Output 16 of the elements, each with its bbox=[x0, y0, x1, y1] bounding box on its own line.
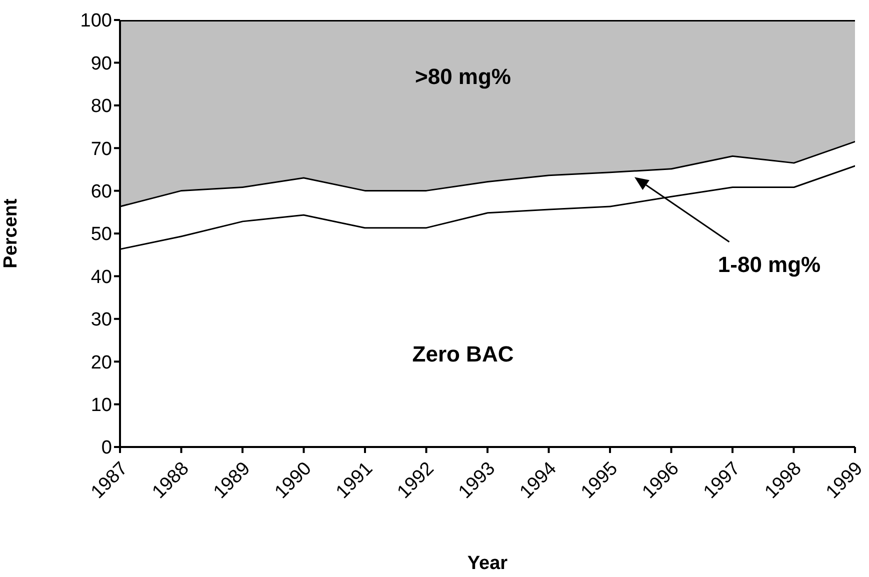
series-label: >80 mg% bbox=[415, 64, 511, 90]
y-tick-label: 60 bbox=[90, 182, 112, 203]
series-label: Zero BAC bbox=[412, 342, 514, 367]
y-tick-label: 10 bbox=[90, 395, 112, 416]
x-axis-title: Year bbox=[467, 553, 508, 574]
y-tick-label: 40 bbox=[90, 266, 112, 288]
y-tick-label: 70 bbox=[90, 138, 112, 160]
y-tick-label: 50 bbox=[90, 224, 112, 246]
y-tick-label: 80 bbox=[90, 96, 112, 118]
y-tick-label: 0 bbox=[101, 438, 112, 459]
text: 1-80 mg% bbox=[718, 252, 821, 277]
y-axis-title: Percent bbox=[0, 198, 22, 268]
y-tick-label: 100 bbox=[80, 10, 112, 32]
y-tick-label: 90 bbox=[90, 53, 112, 74]
y-tick-label: 30 bbox=[90, 310, 112, 331]
y-tick-label: 20 bbox=[90, 352, 112, 374]
